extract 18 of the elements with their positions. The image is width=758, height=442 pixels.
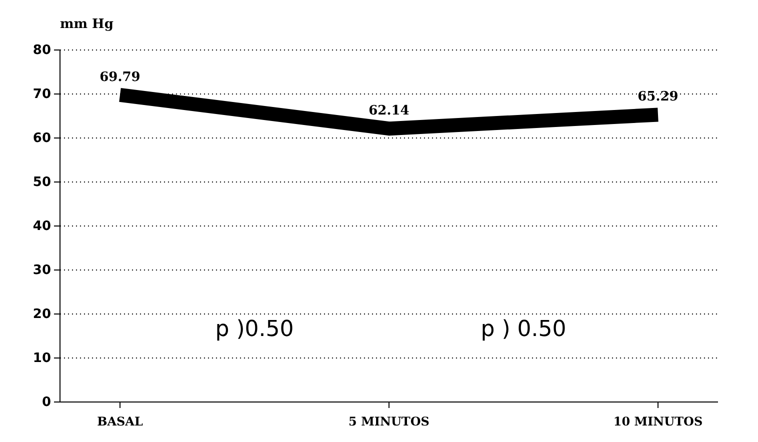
- annotation: p )0.50: [215, 317, 294, 342]
- data-label: 65.29: [638, 90, 678, 105]
- y-tick-label: 60: [32, 131, 51, 146]
- y-axis-title: mm Hg: [60, 17, 114, 32]
- x-tick-label: 10 MINUTOS: [613, 414, 703, 428]
- x-tick-label: BASAL: [97, 414, 144, 428]
- annotation: p ) 0.50: [480, 317, 566, 342]
- y-tick-label: 50: [32, 175, 51, 190]
- y-tick-label: 80: [32, 43, 51, 58]
- y-tick-label: 0: [42, 395, 51, 410]
- x-tick-label: 5 MINUTOS: [348, 414, 430, 428]
- y-tick-label: 20: [32, 307, 51, 322]
- y-tick-label: 10: [32, 351, 51, 366]
- data-label: 62.14: [368, 104, 410, 119]
- y-tick-label: 30: [32, 263, 51, 278]
- y-tick-label: 70: [32, 87, 51, 102]
- data-label: 69.79: [100, 70, 140, 85]
- y-tick-label: 40: [32, 219, 51, 234]
